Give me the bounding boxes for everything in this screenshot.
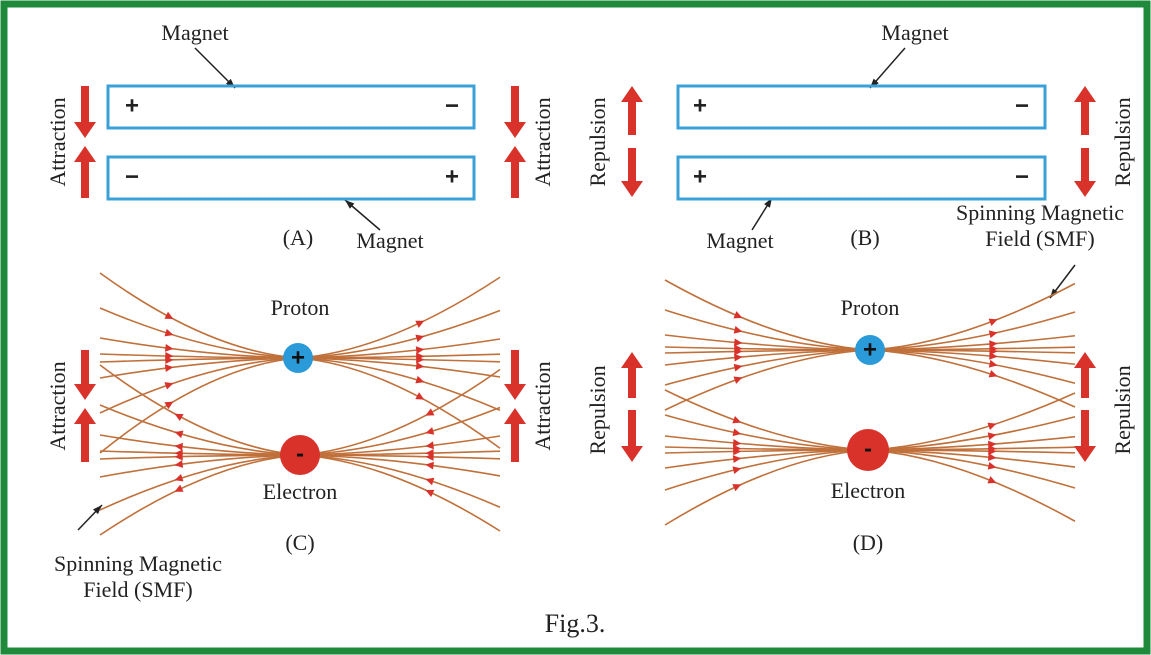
magnet-label: Magnet: [881, 20, 948, 45]
particle-sign: +: [291, 344, 305, 371]
force-arrow-shaft: [1081, 102, 1089, 135]
force-arrow-shaft: [1081, 148, 1089, 181]
magnet-label: Magnet: [161, 20, 228, 45]
panel-label: (D): [853, 530, 884, 555]
force-arrow-shaft: [511, 86, 519, 122]
pole-sign: +: [693, 163, 707, 190]
force-arrow-shaft: [81, 162, 89, 198]
field-label: Field (SMF): [83, 577, 192, 602]
side-label: Repulsion: [585, 97, 610, 186]
pole-sign: −: [1015, 163, 1029, 190]
field-label: Spinning Magnetic: [956, 200, 1124, 225]
panel-label: (B): [850, 225, 879, 250]
pole-sign: −: [445, 92, 459, 119]
pole-sign: −: [125, 163, 139, 190]
particle-sign: +: [863, 336, 877, 363]
side-label: Attraction: [45, 361, 70, 450]
force-arrow-shaft: [511, 350, 519, 384]
particle-label: Proton: [271, 295, 330, 320]
force-arrow-shaft: [628, 410, 636, 446]
pole-sign: +: [125, 92, 139, 119]
side-label: Repulsion: [1110, 97, 1135, 186]
pole-sign: +: [693, 92, 707, 119]
particle-sign: -: [864, 435, 872, 462]
force-arrow-shaft: [628, 368, 636, 398]
side-label: Attraction: [45, 97, 70, 186]
force-arrow-shaft: [81, 86, 89, 122]
side-label: Repulsion: [1110, 365, 1135, 454]
force-arrow-shaft: [628, 148, 636, 181]
force-arrow-shaft: [81, 350, 89, 384]
particle-label: Electron: [831, 478, 906, 503]
particle-label: Electron: [263, 479, 338, 504]
force-arrow-shaft: [628, 102, 636, 135]
field-label: Spinning Magnetic: [54, 551, 222, 576]
side-label: Repulsion: [585, 365, 610, 454]
magnet-label: Magnet: [356, 228, 423, 253]
pole-sign: +: [445, 163, 459, 190]
force-arrow-shaft: [511, 162, 519, 198]
side-label: Attraction: [530, 97, 555, 186]
pole-sign: −: [1015, 92, 1029, 119]
force-arrow-shaft: [1081, 368, 1089, 398]
force-arrow-shaft: [81, 424, 89, 462]
particle-sign: -: [296, 440, 304, 467]
force-arrow-shaft: [511, 424, 519, 462]
panel-label: (C): [285, 530, 314, 555]
magnet-label: Magnet: [706, 228, 773, 253]
particle-label: Proton: [841, 295, 900, 320]
figure: + − − + Magnet Magnet (A) Attraction Att…: [0, 0, 1151, 655]
panel-label: (A): [283, 225, 314, 250]
figure-caption: Fig.3.: [545, 609, 606, 638]
side-label: Attraction: [530, 361, 555, 450]
field-label: Field (SMF): [985, 226, 1094, 251]
force-arrow-shaft: [1081, 410, 1089, 446]
